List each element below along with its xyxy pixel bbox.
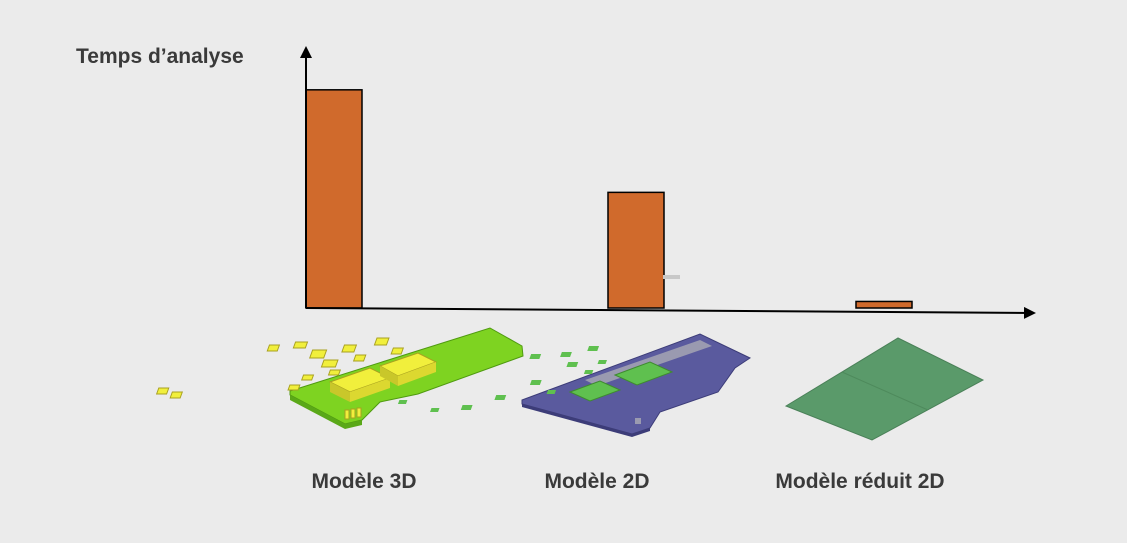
bar-3 <box>855 300 913 309</box>
axis-tick-mark <box>663 275 680 279</box>
bars <box>305 89 913 309</box>
category-label-reduced-2d: Modèle réduit 2D <box>775 470 944 493</box>
bar-2 <box>607 191 665 309</box>
pcb-3d-model-illustration <box>155 327 524 429</box>
x-axis <box>305 306 1036 319</box>
bar-1 <box>305 89 363 309</box>
category-label-3d: Modèle 3D <box>311 470 416 493</box>
category-label-2d: Modèle 2D <box>544 470 649 493</box>
pcb-reduced-2d-model-illustration <box>784 337 985 441</box>
y-axis-label: Temps d’analyse <box>76 45 244 68</box>
pcb-2d-model-illustration <box>397 333 752 437</box>
